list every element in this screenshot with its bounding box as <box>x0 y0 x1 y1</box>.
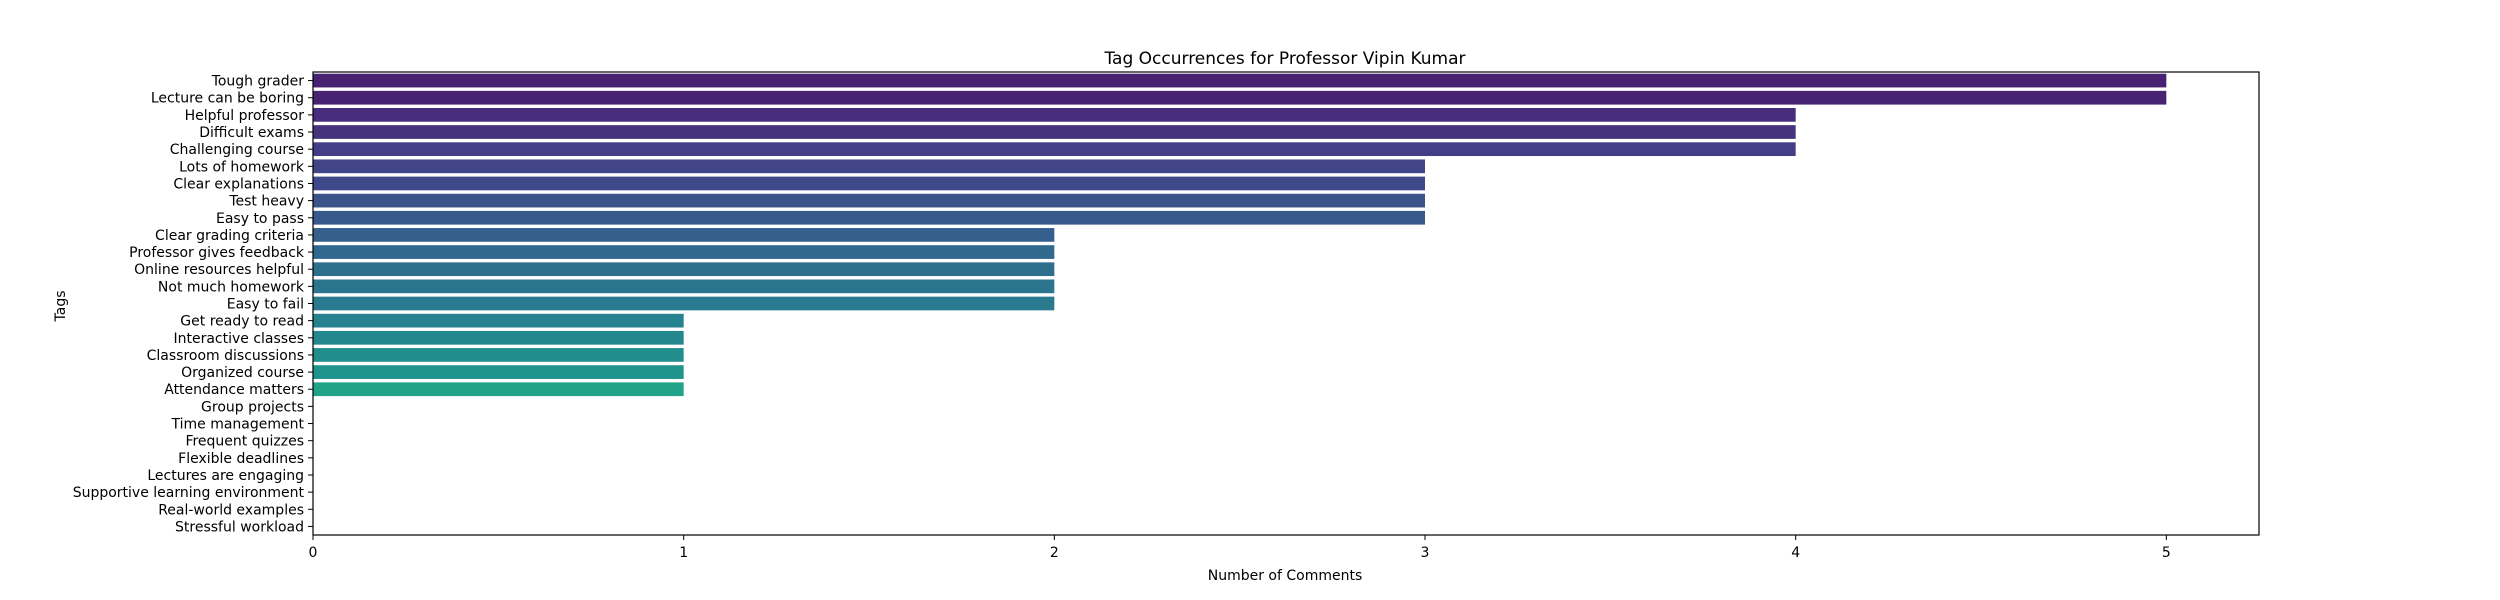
x-tick-label: 1 <box>679 545 688 561</box>
y-tick-label: Difficult exams <box>199 125 304 141</box>
bar <box>313 90 2167 105</box>
bar <box>313 296 1055 311</box>
bar <box>313 313 684 328</box>
x-axis-label: Number of Comments <box>1208 568 1363 584</box>
y-tick-label: Frequent quizzes <box>185 434 304 450</box>
y-tick-label: Stressful workload <box>175 519 304 535</box>
bar <box>313 73 2167 88</box>
bar <box>313 176 1425 191</box>
x-ticks-group: 0 1 2 3 4 5 <box>309 535 2171 561</box>
y-tick-label: Time management <box>171 417 305 433</box>
bar <box>313 245 1055 259</box>
bar <box>313 159 1425 174</box>
bar <box>313 348 684 362</box>
y-tick-label: Test heavy <box>228 194 304 210</box>
x-tick-label: 4 <box>1791 545 1800 561</box>
y-axis-label: Tags <box>53 291 69 323</box>
bar <box>313 142 1796 157</box>
x-tick-label: 3 <box>1421 545 1430 561</box>
y-tick-label: Interactive classes <box>173 331 304 347</box>
bar <box>313 228 1055 242</box>
bar <box>313 262 1055 277</box>
y-tick-label: Challenging course <box>170 142 304 158</box>
plot-frame <box>312 71 2260 536</box>
x-tick-label: 2 <box>1050 545 1059 561</box>
x-tick-label: 5 <box>2162 545 2171 561</box>
y-tick-label: Clear explanations <box>173 176 304 192</box>
bar <box>313 382 684 397</box>
y-tick-label: Easy to pass <box>216 211 304 227</box>
y-tick-label: Organized course <box>181 365 304 381</box>
y-tick-label: Real-world examples <box>158 502 304 518</box>
y-tick-label: Clear grading criteria <box>155 228 304 244</box>
y-tick-label: Not much homework <box>158 279 305 295</box>
y-tick-label: Lecture can be boring <box>151 91 304 107</box>
y-tick-label: Group projects <box>201 399 304 415</box>
y-tick-label: Flexible deadlines <box>178 451 304 467</box>
y-tick-label: Lots of homework <box>179 159 305 175</box>
y-tick-label: Easy to fail <box>227 297 304 313</box>
x-tick-label: 0 <box>309 545 318 561</box>
y-tick-label: Supportive learning environment <box>73 485 305 501</box>
y-tick-label: Tough grader <box>211 74 305 90</box>
bar <box>313 330 684 345</box>
bars-group <box>313 73 2167 397</box>
y-tick-label: Attendance matters <box>164 382 304 398</box>
y-tick-label: Classroom discussions <box>147 348 304 364</box>
bar <box>313 365 684 379</box>
y-tick-label: Professor gives feedback <box>129 245 305 261</box>
bar <box>313 108 1796 122</box>
bar <box>313 193 1425 208</box>
bar <box>313 279 1055 294</box>
bar <box>313 125 1796 139</box>
chart-title: Tag Occurrences for Professor Vipin Kuma… <box>1103 49 1465 69</box>
y-tick-label: Online resources helpful <box>134 262 304 278</box>
y-tick-label: Get ready to read <box>180 314 304 330</box>
y-tick-label: Helpful professor <box>185 108 305 124</box>
bar <box>313 210 1425 225</box>
y-tick-label: Lectures are engaging <box>147 468 304 484</box>
